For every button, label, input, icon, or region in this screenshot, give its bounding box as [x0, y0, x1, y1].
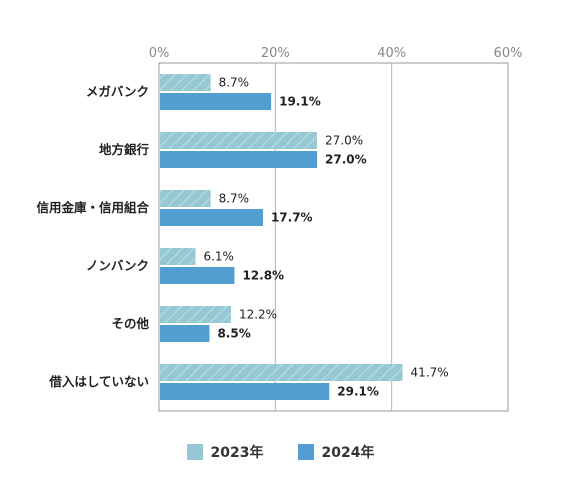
data-label: 8.7%: [219, 76, 250, 90]
bar-2024: [160, 93, 272, 110]
bar-2023: [160, 306, 231, 323]
bar-2023: [160, 364, 403, 381]
category-label: ノンバンク: [86, 258, 149, 273]
x-tick-label: 0%: [149, 46, 170, 61]
plot-frame: [158, 62, 509, 412]
data-label: 27.0%: [325, 153, 367, 167]
category-label: メガバンク: [86, 84, 149, 99]
legend-label-2024: 2024年: [321, 445, 375, 461]
legend-label-2023: 2023年: [210, 445, 264, 461]
data-label: 19.1%: [279, 95, 321, 109]
category-label: 借入はしていない: [48, 374, 149, 389]
data-label: 12.2%: [239, 308, 277, 322]
data-label: 12.8%: [242, 269, 284, 283]
bar-2024: [160, 383, 330, 400]
data-label: 6.1%: [203, 250, 234, 264]
bar-2024: [160, 267, 235, 284]
x-tick-label: 60%: [494, 46, 523, 61]
category-label: 地方銀行: [99, 142, 150, 157]
data-label: 8.7%: [219, 192, 250, 206]
legend-swatch-2023: [186, 444, 203, 460]
x-tick-label: 20%: [261, 46, 290, 61]
legend-item-2024: 2024年: [297, 442, 375, 462]
bar-2023: [160, 190, 211, 207]
x-tick-label: 40%: [377, 46, 406, 61]
data-label: 29.1%: [337, 385, 379, 399]
bar-2024: [160, 151, 318, 168]
bar-2024: [160, 209, 263, 226]
bar-2023: [160, 74, 211, 91]
data-label: 8.5%: [217, 327, 250, 341]
legend-item-2023: 2023年: [186, 442, 264, 462]
data-label: 27.0%: [325, 134, 363, 148]
legend: 2023年 2024年: [0, 440, 561, 464]
category-label: その他: [111, 316, 149, 331]
data-label: 41.7%: [411, 366, 449, 380]
legend-swatch-2024: [297, 444, 314, 460]
bar-2024: [160, 325, 210, 342]
bar-2023: [160, 132, 318, 149]
data-label: 17.7%: [271, 211, 313, 225]
bar-2023: [160, 248, 196, 265]
category-label: 信用金庫・信用組合: [36, 200, 149, 215]
